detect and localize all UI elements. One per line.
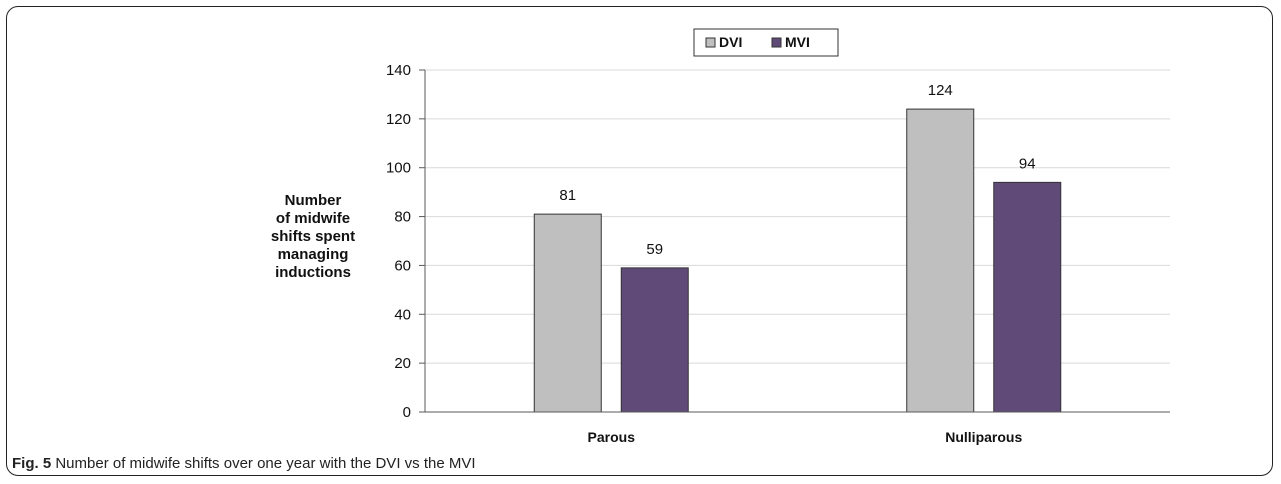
y-tick-label: 60 [394, 257, 411, 274]
y-tick-label: 140 [386, 62, 411, 79]
bar-dvi-nulliparous [907, 109, 974, 412]
y-axis-label-line: of midwife [238, 210, 388, 228]
y-tick-label: 0 [403, 404, 411, 421]
y-axis-label-line: inductions [238, 264, 388, 282]
y-axis-label-line: Number [238, 192, 388, 210]
y-tick-label: 20 [394, 355, 411, 372]
legend-box [694, 29, 838, 56]
figure-caption: Fig. 5 Number of midwife shifts over one… [12, 455, 476, 472]
x-tick-label: Parous [588, 429, 636, 445]
caption-text: Number of midwife shifts over one year w… [55, 455, 475, 472]
legend-label: MVI [785, 34, 810, 50]
legend-swatch [706, 38, 715, 47]
data-label: 124 [928, 82, 953, 99]
bar-mvi-nulliparous [994, 182, 1061, 412]
bar-dvi-parous [534, 214, 601, 412]
caption-label: Fig. 5 [12, 455, 51, 472]
y-tick-label: 120 [386, 111, 411, 128]
y-axis-label: Number of midwife shifts spent managing … [238, 192, 388, 282]
y-tick-label: 100 [386, 160, 411, 177]
y-axis-label-line: managing [238, 246, 388, 264]
y-tick-label: 80 [394, 209, 411, 226]
legend-swatch [772, 38, 781, 47]
data-label: 94 [1019, 155, 1036, 172]
bar-mvi-parous [621, 268, 688, 412]
legend-label: DVI [719, 34, 742, 50]
data-label: 59 [646, 241, 663, 258]
data-label: 81 [559, 187, 576, 204]
y-axis-label-line: shifts spent [238, 228, 388, 246]
x-tick-label: Nulliparous [945, 429, 1022, 445]
y-tick-label: 40 [394, 306, 411, 323]
